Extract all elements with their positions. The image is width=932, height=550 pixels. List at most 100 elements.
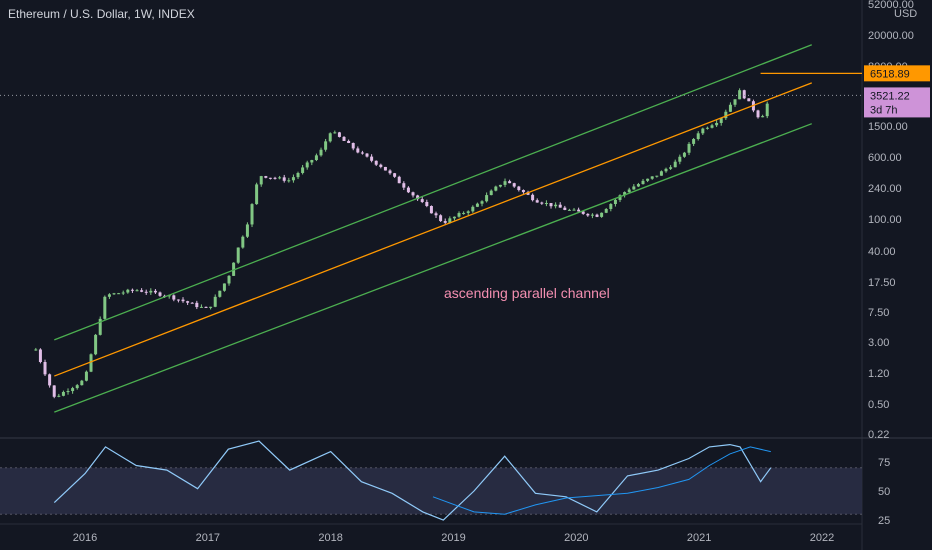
candle-body	[655, 175, 659, 177]
candle-body	[508, 181, 512, 184]
y-tick-label: 100.00	[868, 214, 902, 226]
candle-body	[84, 371, 88, 381]
channel-lower-line	[54, 123, 812, 413]
candle-body	[457, 213, 461, 217]
candle-body	[544, 203, 548, 205]
candle-body	[443, 221, 447, 223]
candle-body	[480, 201, 484, 204]
price-axis-panel	[862, 0, 932, 550]
candle-body	[613, 199, 617, 205]
candle-body	[692, 139, 696, 144]
candle-body	[301, 167, 305, 173]
channel-upper-line	[54, 44, 812, 341]
candle-body	[512, 183, 516, 187]
candle-body	[535, 200, 539, 203]
candle-body	[57, 395, 61, 397]
candle-body	[52, 385, 56, 397]
candle-body	[282, 177, 286, 181]
candle-body	[393, 173, 397, 177]
candle-body	[664, 168, 668, 172]
candle-body	[627, 189, 631, 193]
candle-body	[149, 290, 153, 293]
candle-body	[310, 160, 314, 163]
x-tick-label: 2022	[810, 532, 834, 544]
candle-body	[374, 160, 378, 165]
candle-body	[324, 141, 328, 150]
candle-body	[48, 374, 52, 386]
candle-body	[176, 299, 180, 301]
candle-body	[186, 301, 190, 303]
current-price-box	[864, 87, 930, 118]
candle-body	[140, 290, 144, 292]
candle-body	[130, 289, 134, 291]
candle-body	[75, 385, 79, 389]
candle-body	[213, 296, 217, 307]
candle-body	[687, 143, 691, 153]
candle-body	[609, 204, 613, 209]
candle-body	[195, 302, 199, 308]
rsi-ma-line	[432, 446, 771, 515]
candle-body	[494, 186, 498, 191]
candle-body	[728, 104, 732, 112]
candle-body	[498, 184, 502, 187]
candle-body	[710, 125, 714, 128]
candle-body	[250, 204, 254, 225]
candle-body	[94, 334, 98, 355]
target-price-box	[864, 65, 930, 82]
candle-body	[567, 209, 571, 211]
candle-body	[319, 149, 323, 156]
candle-body	[466, 211, 470, 213]
candle-body	[255, 184, 259, 205]
y-tick-label: 1.20	[868, 368, 889, 380]
channel-mid-line	[54, 82, 812, 377]
candle-body	[475, 203, 479, 207]
candle-body	[117, 293, 121, 295]
y-tick-label: 40.00	[868, 246, 896, 258]
candle-body	[360, 152, 364, 154]
candle-body	[71, 388, 75, 392]
candle-body	[701, 128, 705, 134]
candle-body	[190, 302, 194, 304]
candle-body	[581, 211, 585, 214]
candle-body	[715, 122, 719, 126]
channel-annotation: ascending parallel channel	[444, 285, 610, 301]
candle-body	[471, 206, 475, 212]
x-tick-label: 2016	[73, 532, 97, 544]
candle-body	[765, 103, 769, 117]
candle-body	[554, 204, 558, 207]
candle-body	[227, 275, 231, 284]
candle-body	[600, 212, 604, 217]
current-price-label: 3521.22	[870, 90, 910, 102]
currency-badge: USD	[894, 8, 917, 20]
rsi-tick-label: 25	[878, 515, 890, 527]
candle-body	[705, 127, 709, 129]
candle-body	[526, 192, 530, 195]
x-tick-label: 2018	[318, 532, 342, 544]
candle-body	[420, 199, 424, 202]
candle-body	[521, 190, 525, 193]
x-tick-label: 2019	[441, 532, 465, 544]
candle-body	[678, 156, 682, 162]
y-tick-label: 240.00	[868, 183, 902, 195]
candle-body	[416, 195, 420, 200]
candle-body	[646, 178, 650, 181]
candle-body	[439, 215, 443, 222]
candle-body	[264, 176, 268, 178]
candle-body	[669, 167, 673, 169]
candle-body	[425, 201, 429, 207]
y-tick-label: 20000.00	[868, 30, 914, 42]
candle-body	[167, 295, 171, 297]
candle-body	[209, 306, 213, 308]
candle-body	[333, 132, 337, 134]
candle-body	[89, 354, 93, 372]
candle-body	[153, 290, 157, 293]
candle-body	[563, 207, 567, 210]
candle-body	[682, 152, 686, 157]
candle-body	[618, 195, 622, 200]
y-tick-label: 0.50	[868, 399, 889, 411]
candle-body	[452, 216, 456, 219]
y-tick-label: 0.22	[868, 429, 889, 441]
candle-body	[80, 380, 84, 386]
